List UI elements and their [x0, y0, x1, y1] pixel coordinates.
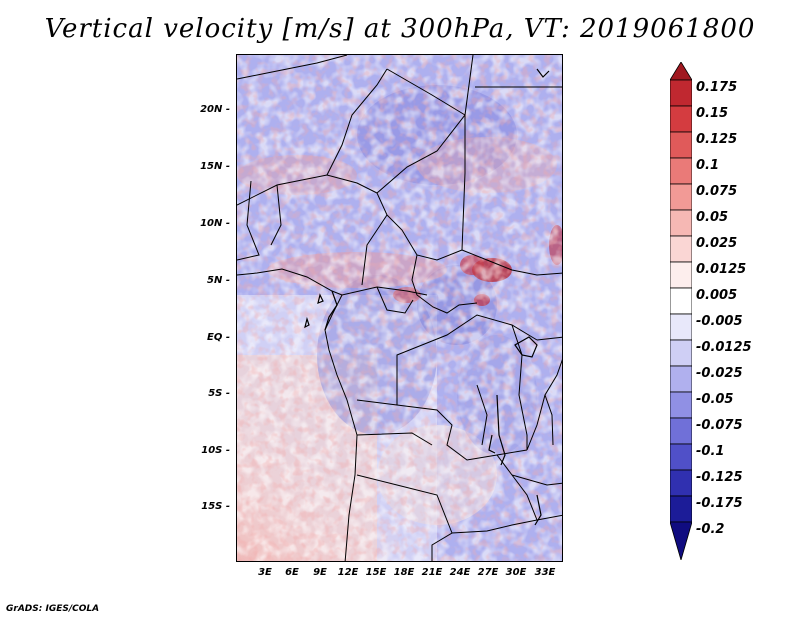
colorbar-label: -0.175	[696, 496, 743, 511]
colorbar-label: 0.175	[696, 80, 738, 95]
colorbar-swatch	[670, 235, 692, 263]
colorbar-label: -0.05	[696, 392, 734, 407]
lon-label: 15E	[365, 567, 387, 578]
colorbar	[670, 62, 692, 560]
colorbar-label: -0.025	[696, 366, 743, 381]
lat-label: 20N	[200, 104, 223, 115]
coastlines	[304, 68, 550, 526]
lon-label: 27E	[477, 567, 499, 578]
lat-label: 10N	[200, 218, 223, 229]
colorbar-label: -0.0125	[696, 340, 752, 355]
lon-label: 18E	[393, 567, 415, 578]
colorbar-label: 0.15	[696, 106, 729, 121]
lon-label: 21E	[421, 567, 443, 578]
colorbar-label: -0.2	[696, 522, 725, 537]
lat-label: 10S	[201, 445, 223, 456]
colorbar-label: 0.0125	[696, 262, 747, 277]
colorbar-label: 0.005	[696, 288, 738, 303]
colorbar-swatch	[670, 521, 692, 560]
colorbar-swatch	[670, 313, 692, 341]
colorbar-swatch	[670, 183, 692, 211]
colorbar-swatch	[670, 417, 692, 445]
colorbar-label: 0.025	[696, 236, 738, 251]
lon-label: 9E	[313, 567, 327, 578]
lon-label: 30E	[505, 567, 527, 578]
colorbar-swatch	[670, 391, 692, 419]
colorbar-swatch	[670, 157, 692, 185]
colorbar-label: -0.075	[696, 418, 743, 433]
lon-label: 3E	[258, 567, 272, 578]
colorbar-swatch	[670, 62, 692, 81]
colorbar-label: -0.005	[696, 314, 743, 329]
lat-label: EQ	[207, 332, 223, 343]
colorbar-label: 0.125	[696, 132, 738, 147]
colorbar-swatch	[670, 495, 692, 523]
colorbar-swatch	[670, 287, 692, 315]
lon-label: 24E	[449, 567, 471, 578]
lon-label: 33E	[534, 567, 556, 578]
colorbar-label: 0.075	[696, 184, 738, 199]
colorbar-swatch	[670, 365, 692, 393]
colorbar-swatch	[670, 443, 692, 471]
colorbar-label: -0.125	[696, 470, 743, 485]
colorbar-label: 0.05	[696, 210, 729, 225]
lon-label: 12E	[337, 567, 359, 578]
lat-label: 5N	[207, 275, 223, 286]
map-title: Vertical velocity [m/s] at 300hPa, VT: 2…	[44, 14, 756, 44]
colorbar-swatch	[670, 105, 692, 133]
lat-label: 5S	[208, 388, 223, 399]
colorbar-swatch	[670, 79, 692, 107]
credit-text: GrADS: IGES/COLA	[6, 604, 100, 614]
colorbar-label: -0.1	[696, 444, 725, 459]
lat-label: 15N	[200, 161, 223, 172]
colorbar-swatch	[670, 339, 692, 367]
lat-label: 15S	[201, 501, 223, 512]
colorbar-swatch	[670, 209, 692, 237]
colorbar-swatch	[670, 469, 692, 497]
velocity-field	[237, 55, 562, 561]
colorbar-label: 0.1	[696, 158, 720, 173]
colorbar-swatch	[670, 131, 692, 159]
map-panel	[236, 54, 563, 562]
lon-label: 6E	[285, 567, 299, 578]
colorbar-swatch	[670, 261, 692, 289]
